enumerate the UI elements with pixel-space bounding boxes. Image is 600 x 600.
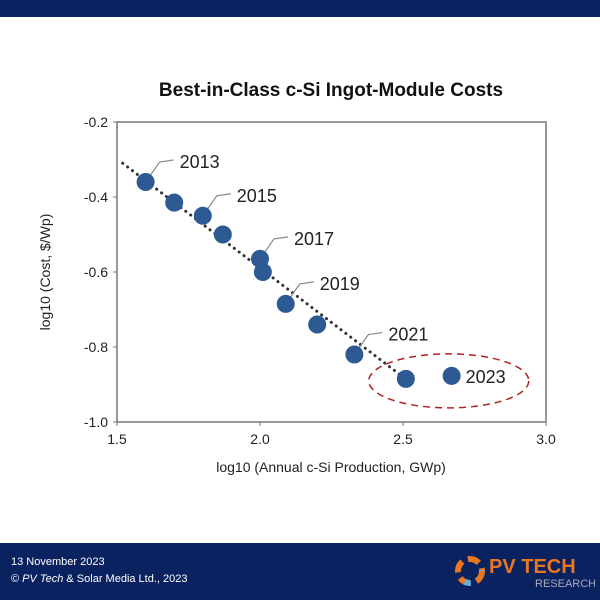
y-tick-label: -0.4 <box>84 189 108 205</box>
data-point <box>165 193 184 212</box>
x-tick-label: 3.0 <box>536 431 556 447</box>
pv-tech-logo: PV TECH RESEARCH <box>455 556 595 590</box>
copyright-brand: PV Tech <box>22 573 64 585</box>
footer: 13 November 2023 © PV Tech & Solar Media… <box>0 543 600 600</box>
data-point <box>213 225 232 244</box>
data-point <box>308 315 327 334</box>
logo-subtext: RESEARCH <box>535 578 595 590</box>
x-tick-label: 1.5 <box>107 431 127 447</box>
y-tick-label: -0.8 <box>84 339 108 355</box>
footer-date: 13 November 2023 <box>11 556 105 568</box>
data-point <box>396 369 415 388</box>
x-tick-label: 2.5 <box>393 431 413 447</box>
top-bar <box>0 0 600 17</box>
data-point <box>136 173 155 191</box>
y-tick-label: -0.2 <box>84 114 108 130</box>
x-tick-label: 2.0 <box>250 431 270 447</box>
y-tick-label: -1.0 <box>84 414 108 430</box>
point-label: 2015 <box>237 186 277 206</box>
x-axis-label: log10 (Annual c-Si Production, GWp) <box>216 459 446 475</box>
highlight-ellipse <box>367 353 530 409</box>
point-label: 2017 <box>294 229 334 249</box>
point-label: 2019 <box>320 274 360 294</box>
y-tick-label: -0.6 <box>84 264 108 280</box>
data-point <box>276 294 295 313</box>
chart: Best-in-Class c-Si Ingot-Module Costs 1.… <box>37 80 556 475</box>
data-point <box>193 206 212 225</box>
chart-title: Best-in-Class c-Si Ingot-Module Costs <box>159 80 503 101</box>
data-point <box>345 345 364 364</box>
point-label: 2021 <box>388 325 428 345</box>
copyright-rest: & Solar Media Ltd., 2023 <box>63 573 188 585</box>
point-label: 2023 <box>466 367 506 387</box>
point-label: 2013 <box>180 152 220 172</box>
footer-copyright: © PV Tech & Solar Media Ltd., 2023 <box>11 573 188 585</box>
data-point <box>253 263 272 281</box>
y-axis-label: log10 (Cost, $/Wp) <box>37 214 53 331</box>
data-point <box>442 366 461 385</box>
logo-text: PV TECH <box>489 556 576 578</box>
copyright-symbol: © <box>11 573 20 585</box>
